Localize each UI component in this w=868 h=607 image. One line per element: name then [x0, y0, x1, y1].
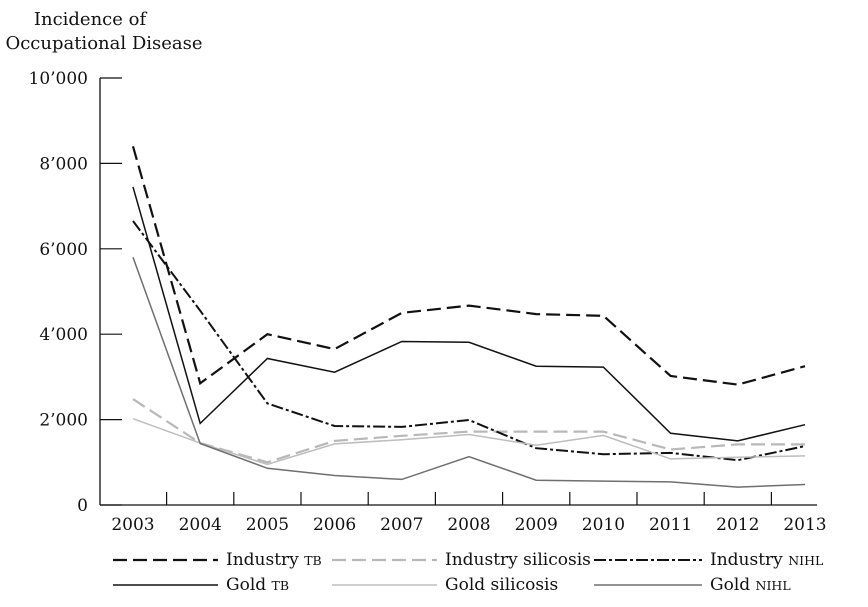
- y-tick-label: 8’000: [39, 154, 88, 174]
- y-tick-label: 6’000: [39, 240, 88, 260]
- axes: [99, 77, 817, 506]
- legend-item: Industry TB: [113, 550, 322, 570]
- series-line: [132, 398, 805, 464]
- series-line: [132, 417, 806, 466]
- series-lines: [131, 145, 806, 488]
- y-axis-title-line-2: Occupational Disease: [5, 33, 202, 54]
- series-line: [131, 145, 806, 386]
- legend-item: Industry silicosis: [332, 550, 591, 570]
- legend-label: Industry TB: [226, 550, 322, 570]
- legend-label: Gold TB: [226, 575, 289, 595]
- x-tick-label: 2003: [111, 515, 154, 535]
- x-tick-label: 2005: [246, 515, 289, 535]
- series-line: [132, 257, 806, 488]
- y-tick-label: 0: [77, 496, 88, 516]
- x-tick-label: 2009: [515, 515, 558, 535]
- legend-item: Gold silicosis: [332, 575, 558, 595]
- legend-label: Industry silicosis: [445, 550, 591, 570]
- legend-item: Gold NIHL: [594, 575, 791, 595]
- x-tick-label: 2008: [447, 515, 490, 535]
- y-tick-label: 4’000: [39, 325, 88, 345]
- legend-label: Gold NIHL: [710, 575, 791, 595]
- legend-item: Industry NIHL: [594, 550, 823, 570]
- legend-item: Gold TB: [113, 575, 289, 595]
- x-tick-label: 2004: [179, 515, 222, 535]
- tick-labels: 0 2’000 4’000 6’000 8’000 10’000 2003 2004 2005 2…: [29, 69, 827, 535]
- y-tick-label: 10’000: [29, 69, 88, 89]
- legend-label: Industry NIHL: [710, 550, 823, 570]
- x-tick-label: 2013: [783, 515, 826, 535]
- y-tick-label: 2’000: [39, 411, 88, 431]
- x-tick-label: 2012: [716, 515, 759, 535]
- series-line: [132, 186, 806, 442]
- x-tick-label: 2010: [582, 515, 625, 535]
- legend: Industry TB Industry silicosis Industry NI…: [113, 550, 823, 595]
- x-tick-label: 2006: [313, 515, 356, 535]
- legend-label: Gold silicosis: [445, 575, 558, 595]
- y-axis-title-line-1: Incidence of: [34, 9, 148, 30]
- series-line: [132, 220, 806, 462]
- x-tick-label: 2011: [649, 515, 692, 535]
- x-tick-label: 2007: [380, 515, 423, 535]
